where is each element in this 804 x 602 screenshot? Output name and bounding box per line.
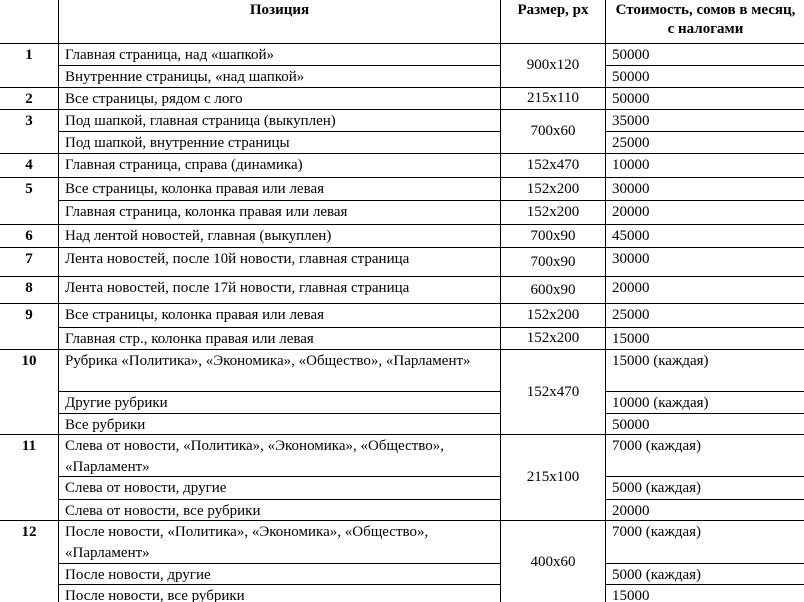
header-number [0, 0, 59, 44]
row-number: 1 [0, 43, 59, 88]
row-number: 11 [0, 434, 59, 521]
cost-cell: 20000 [605, 499, 804, 521]
position-cell: Все рубрики [58, 413, 501, 435]
cost-cell: 10000 [605, 153, 804, 178]
header-cost: Стоимость, сомов в месяц, с налогами [605, 0, 804, 44]
size-cell: 400x60 [500, 520, 606, 602]
row-number: 12 [0, 520, 59, 602]
header-size: Размер, px [500, 0, 606, 44]
size-cell: 700x90 [500, 224, 606, 248]
size-cell: 152x200 [500, 303, 606, 328]
cost-cell: 7000 (каждая) [605, 520, 804, 564]
size-cell: 215x100 [500, 434, 606, 521]
cost-cell: 25000 [605, 131, 804, 154]
row-number: 10 [0, 349, 59, 435]
row-number: 6 [0, 224, 59, 248]
cost-cell: 15000 [605, 327, 804, 350]
cost-cell: 30000 [605, 177, 804, 201]
position-cell: Над лентой новостей, главная (выкуплен) [58, 224, 501, 248]
cost-cell: 25000 [605, 303, 804, 328]
row-number: 5 [0, 177, 59, 225]
size-cell: 700x60 [500, 109, 606, 154]
position-cell: После новости, все рубрики [58, 584, 501, 602]
position-cell: Под шапкой, внутренние страницы [58, 131, 501, 154]
position-cell: Лента новостей, после 17й новости, главн… [58, 276, 501, 304]
row-number: 8 [0, 276, 59, 304]
position-cell: Лента новостей, после 10й новости, главн… [58, 247, 501, 277]
position-cell: Главная страница, колонка правая или лев… [58, 200, 501, 225]
cost-cell: 30000 [605, 247, 804, 277]
position-cell: После новости, «Политика», «Экономика», … [58, 520, 501, 564]
position-cell: Рубрика «Политика», «Экономика», «Общест… [58, 349, 501, 392]
size-cell: 900x120 [500, 43, 606, 88]
cost-cell: 50000 [605, 413, 804, 435]
cost-cell: 35000 [605, 109, 804, 132]
size-cell: 700x90 [500, 247, 606, 277]
cost-cell: 10000 (каждая) [605, 391, 804, 414]
size-cell: 600x90 [500, 276, 606, 304]
cost-cell: 45000 [605, 224, 804, 248]
position-cell: После новости, другие [58, 563, 501, 585]
cost-cell: 15000 (каждая) [605, 349, 804, 392]
position-cell: Внутренние страницы, «над шапкой» [58, 65, 501, 88]
cost-cell: 50000 [605, 87, 804, 110]
position-cell: Слева от новости, другие [58, 476, 501, 500]
position-cell: Главная страница, над «шапкой» [58, 43, 501, 66]
cost-cell: 20000 [605, 200, 804, 225]
cost-cell: 50000 [605, 43, 804, 66]
position-cell: Все страницы, рядом с лого [58, 87, 501, 110]
position-cell: Все страницы, колонка правая или левая [58, 303, 501, 328]
size-cell: 152x470 [500, 349, 606, 435]
row-number: 9 [0, 303, 59, 350]
size-cell: 152x200 [500, 327, 606, 350]
row-number: 2 [0, 87, 59, 110]
position-cell: Слева от новости, все рубрики [58, 499, 501, 521]
position-cell: Все страницы, колонка правая или левая [58, 177, 501, 201]
size-cell: 152x200 [500, 200, 606, 225]
size-cell: 215x110 [500, 87, 606, 110]
position-cell: Под шапкой, главная страница (выкуплен) [58, 109, 501, 132]
row-number: 3 [0, 109, 59, 154]
cost-cell: 5000 (каждая) [605, 563, 804, 585]
position-cell: Главная страница, справа (динамика) [58, 153, 501, 178]
row-number: 4 [0, 153, 59, 178]
position-cell: Главная стр., колонка правая или левая [58, 327, 501, 350]
position-cell: Слева от новости, «Политика», «Экономика… [58, 434, 501, 477]
header-position: Позиция [58, 0, 501, 44]
cost-cell: 15000 [605, 584, 804, 602]
cost-cell: 20000 [605, 276, 804, 304]
cost-cell: 7000 (каждая) [605, 434, 804, 477]
cost-cell: 5000 (каждая) [605, 476, 804, 500]
size-cell: 152x470 [500, 153, 606, 178]
row-number: 7 [0, 247, 59, 277]
size-cell: 152x200 [500, 177, 606, 201]
cost-cell: 50000 [605, 65, 804, 88]
position-cell: Другие рубрики [58, 391, 501, 414]
